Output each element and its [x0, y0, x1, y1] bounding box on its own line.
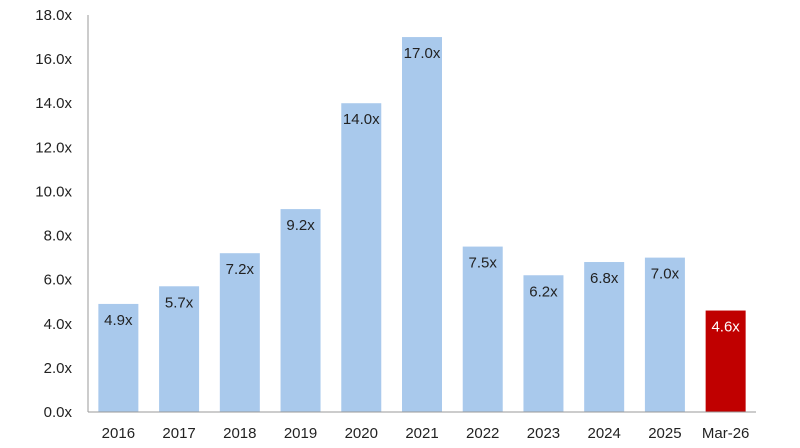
bar-2021	[402, 37, 442, 413]
y-axis-ticks: 0.0x 2.0x 4.0x 6.0x 8.0x 10.0x 12.0x 14.0x 16.0x…	[35, 7, 72, 421]
y-tick-label: 14.0x	[35, 95, 72, 112]
x-tick-label: 2019	[284, 425, 317, 442]
bar-2020	[341, 103, 382, 412]
bar-2024	[584, 262, 625, 412]
x-axis-ticks: 2016 2017 2018 2019 2020 2021 2022 2023 2024 2025…	[102, 425, 750, 442]
y-tick-label: 6.0x	[44, 272, 73, 289]
bar-2017	[159, 286, 200, 412]
data-label-2019: 9.2x	[286, 217, 315, 234]
x-tick-label: 2020	[345, 425, 378, 442]
bar-mar-26	[705, 310, 746, 412]
x-tick-label: 2024	[587, 425, 620, 442]
data-label-2018: 7.2x	[226, 261, 255, 278]
y-tick-label: 2.0x	[44, 360, 73, 377]
bar-2018	[219, 253, 260, 412]
data-label-2021: 17.0x	[404, 45, 441, 62]
data-label-2025: 7.0x	[651, 266, 680, 283]
x-tick-label: 2022	[466, 425, 499, 442]
x-tick-label: Mar-26	[702, 425, 750, 442]
data-label-2023: 6.2x	[529, 283, 558, 300]
x-tick-label: 2021	[405, 425, 438, 442]
y-tick-label: 4.0x	[44, 316, 73, 333]
data-label-2016: 4.9x	[104, 312, 133, 329]
bars	[98, 37, 746, 413]
x-tick-label: 2023	[527, 425, 560, 442]
y-tick-label: 16.0x	[35, 51, 72, 68]
y-tick-label: 0.0x	[44, 404, 73, 421]
data-label-2022: 7.5x	[469, 255, 498, 272]
data-label-2020: 14.0x	[343, 111, 380, 128]
y-tick-label: 10.0x	[35, 183, 72, 200]
y-tick-label: 12.0x	[35, 139, 72, 156]
bar-2025	[644, 257, 685, 412]
bar-2022	[462, 246, 503, 412]
y-tick-label: 18.0x	[35, 7, 72, 24]
x-tick-label: 2018	[223, 425, 256, 442]
bar-2019	[280, 209, 321, 412]
data-label-2024: 6.8x	[590, 270, 619, 287]
x-tick-label: 2016	[102, 425, 135, 442]
data-labels: 4.9x 5.7x 7.2x 9.2x 14.0x 17.0x 7.5x 6.2x 6.8x 7.…	[104, 45, 740, 335]
data-label-2017: 5.7x	[165, 294, 194, 311]
x-tick-label: 2017	[162, 425, 195, 442]
data-label-mar-26: 4.6x	[711, 319, 740, 336]
bar-2016	[98, 303, 139, 412]
bar-2023	[523, 275, 564, 412]
y-tick-label: 8.0x	[44, 228, 73, 245]
x-tick-label: 2025	[648, 425, 681, 442]
